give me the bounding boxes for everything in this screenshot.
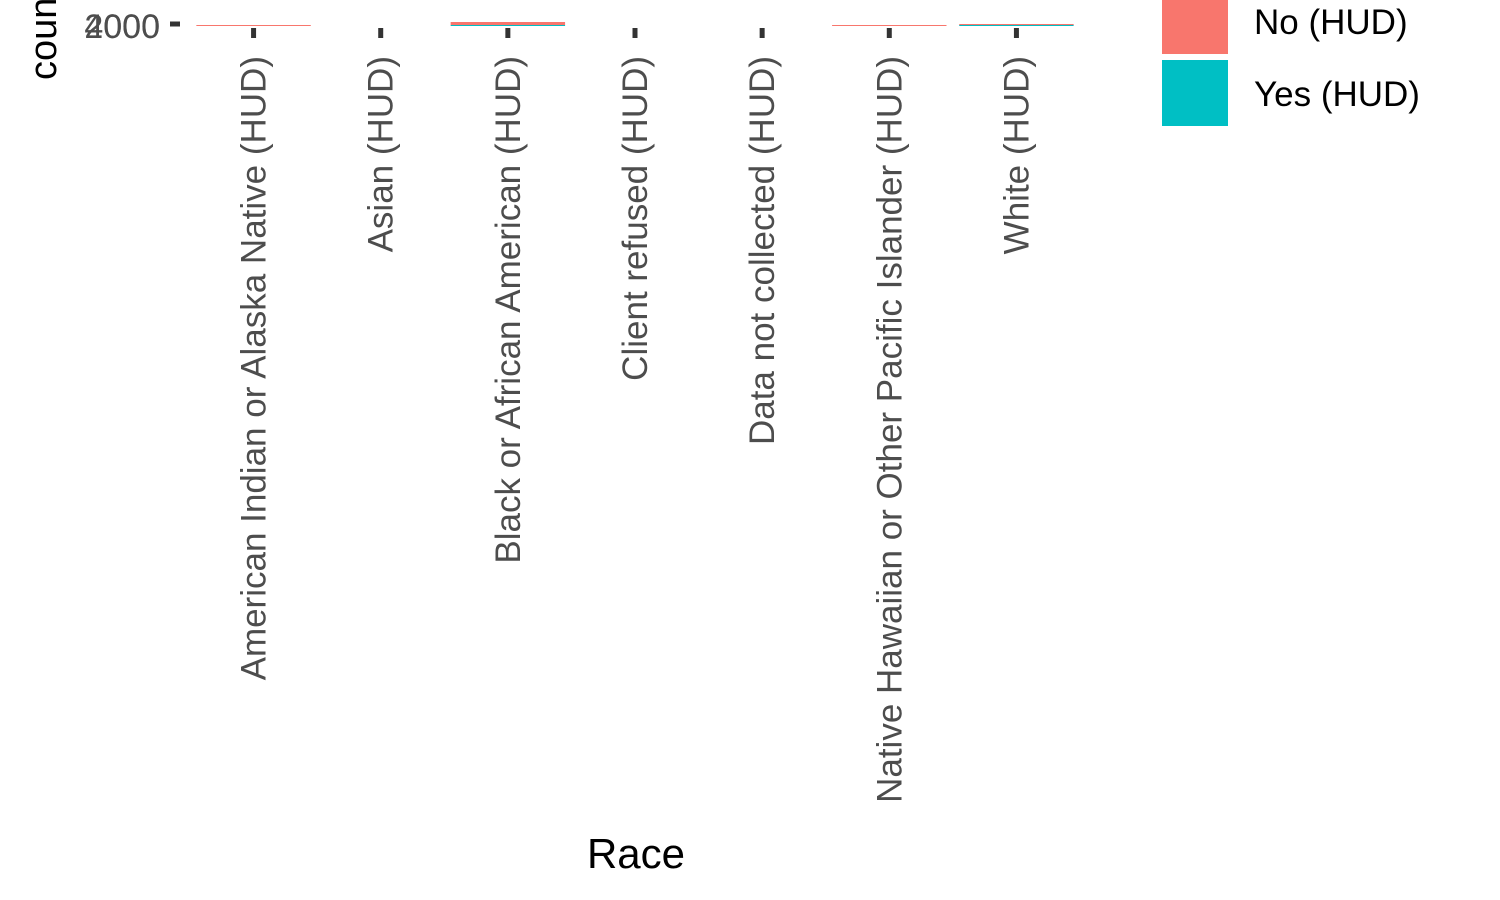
legend-label: No (HUD) bbox=[1254, 3, 1408, 42]
x-tick-label: Client refused (HUD) bbox=[616, 56, 655, 381]
x-axis-title: Race bbox=[587, 830, 685, 877]
bar-yes-hud--2 bbox=[450, 25, 566, 26]
x-tick-label: Asian (HUD) bbox=[362, 56, 401, 252]
x-axis: American Indian or Alaska Native (HUD) As… bbox=[235, 28, 1036, 877]
legend-label: Yes (HUD) bbox=[1254, 75, 1420, 114]
bar-no-hud--0 bbox=[196, 25, 311, 26]
legend-key-no-hud- bbox=[1162, 0, 1228, 54]
x-tick-label: Native Hawaiian or Other Pacific Islande… bbox=[870, 56, 909, 803]
bar-no-hud--2 bbox=[450, 22, 566, 25]
y-tick-label: 4000 bbox=[84, 8, 160, 46]
bar-no-hud--6 bbox=[959, 24, 1074, 25]
legend: No (HUD) Yes (HUD) bbox=[1162, 0, 1420, 126]
legend-key-yes-hud- bbox=[1162, 60, 1228, 126]
y-axis-title: count bbox=[23, 0, 65, 80]
x-tick-label: Black or African American (HUD) bbox=[489, 56, 528, 564]
x-tick-label: American Indian or Alaska Native (HUD) bbox=[235, 56, 274, 680]
bar-yes-hud--6 bbox=[959, 25, 1074, 26]
bar-no-hud--5 bbox=[832, 25, 947, 26]
bars bbox=[196, 22, 1074, 26]
x-tick-label: White (HUD) bbox=[997, 56, 1036, 254]
y-tick-label: 2000 bbox=[84, 8, 160, 46]
x-tick-label: Data not collected (HUD) bbox=[743, 56, 782, 445]
